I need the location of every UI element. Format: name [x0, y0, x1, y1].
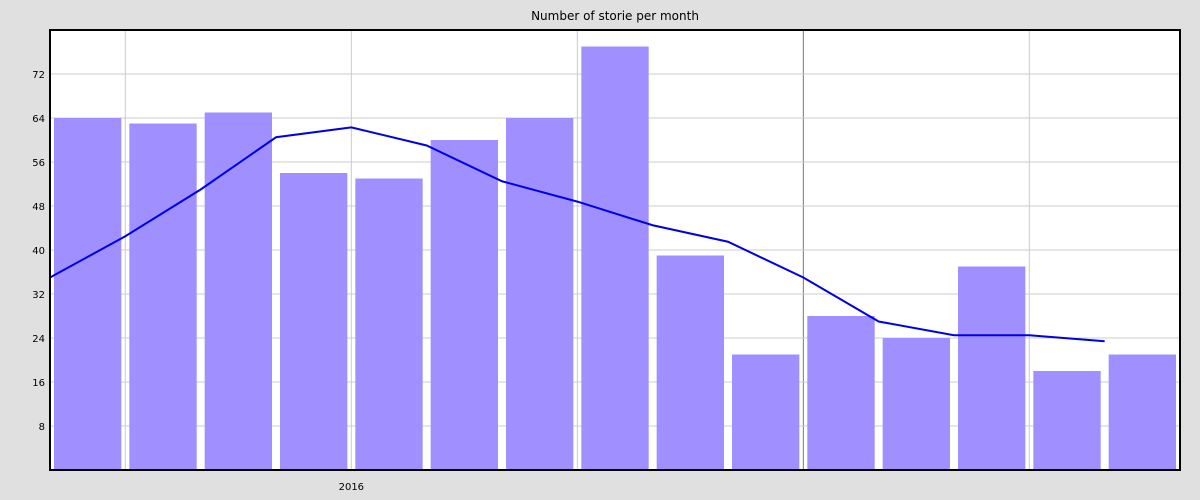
y-tick-label: 32: [32, 290, 45, 301]
bar: [204, 112, 272, 470]
y-tick-label: 40: [32, 246, 45, 257]
x-tick-label: 2016: [339, 482, 364, 493]
bar: [506, 118, 574, 470]
bar: [656, 255, 724, 470]
bar: [129, 123, 197, 470]
y-tick-label: 56: [32, 158, 45, 169]
plot-frame: [49, 29, 1181, 471]
y-tick-label: 64: [32, 114, 45, 125]
bar: [280, 173, 348, 470]
y-tick-label: 48: [32, 202, 45, 213]
y-tick-label: 72: [32, 70, 45, 81]
bar: [732, 354, 800, 470]
y-tick-label: 8: [39, 422, 45, 433]
bar: [581, 46, 649, 470]
bar: [1033, 371, 1101, 470]
y-tick-label: 24: [32, 334, 45, 345]
y-tick-label: 16: [32, 378, 45, 389]
x-axis-ticks: 2016: [339, 482, 364, 493]
chart-title: Number of storie per month: [531, 9, 699, 23]
bar: [1108, 354, 1176, 470]
bar: [430, 140, 498, 470]
bar: [882, 338, 950, 470]
bars-group: [54, 46, 1176, 470]
y-axis-ticks: 8 16 24 32 40 48 56 64 72: [32, 70, 45, 433]
bar: [958, 266, 1026, 470]
bar: [54, 118, 122, 470]
trend-line: [49, 126, 1105, 343]
bar: [355, 178, 423, 470]
trend-line-group: [49, 126, 1105, 343]
bar: [807, 316, 875, 470]
